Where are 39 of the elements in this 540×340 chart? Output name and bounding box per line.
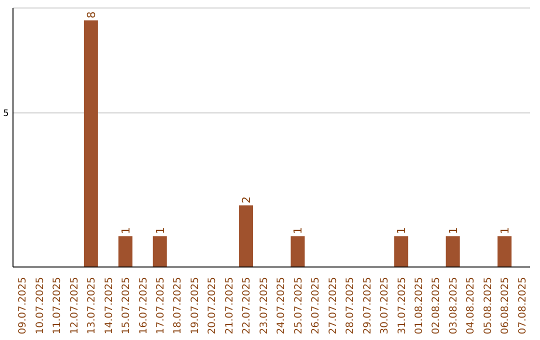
x-tick-label: 18.07.2025 [172,277,184,334]
data-label: 1 [292,227,305,234]
x-tick-label: 02.08.2025 [431,277,442,334]
x-tick-label: 30.07.2025 [380,277,391,334]
x-tick-label: 24.07.2025 [276,277,288,334]
x-tick-label: 04.08.2025 [466,277,477,334]
x-tick-label: 19.07.2025 [190,277,201,334]
x-tick-label: 03.08.2025 [448,277,460,334]
x-tick-label: 12.07.2025 [69,277,80,334]
x-tick-label: 10.07.2025 [34,277,46,334]
x-tick-label: 01.08.2025 [414,277,425,334]
data-label: 1 [446,227,460,234]
x-tick-label: 21.07.2025 [224,277,236,334]
x-tick-label: 20.07.2025 [207,277,218,334]
data-label: 8 [84,11,98,18]
data-label: 1 [119,227,132,234]
x-tick-label: 11.07.2025 [52,277,64,334]
x-tick-label: 17.07.2025 [155,277,166,334]
x-tick-label: 26.07.2025 [310,277,322,334]
x-tick-label: 25.07.2025 [293,277,304,334]
x-tick-label: 23.07.2025 [258,277,270,334]
x-tick-label: 28.07.2025 [345,277,356,334]
x-tick-label: 27.07.2025 [328,277,339,334]
x-tick-label: 09.07.2025 [18,277,29,334]
x-tick-label: 29.07.2025 [362,277,374,334]
x-tick-label: 16.07.2025 [138,277,150,334]
x-tick-label: 07.08.2025 [517,277,528,334]
x-tick-label: 05.08.2025 [482,277,494,334]
x-tick-label: 06.08.2025 [500,277,512,334]
x-tick-label: 22.07.2025 [242,277,253,334]
data-label: 1 [395,227,408,234]
data-label: 2 [240,196,254,204]
data-label: 1 [154,227,167,234]
x-tick-label: 14.07.2025 [104,277,115,334]
y-tick-label: 5 [3,108,9,119]
x-tick-label: 31.07.2025 [396,277,408,334]
data-label: 1 [498,227,512,234]
x-tick-label: 15.07.2025 [121,277,132,334]
x-tick-label: 13.07.2025 [86,277,98,334]
